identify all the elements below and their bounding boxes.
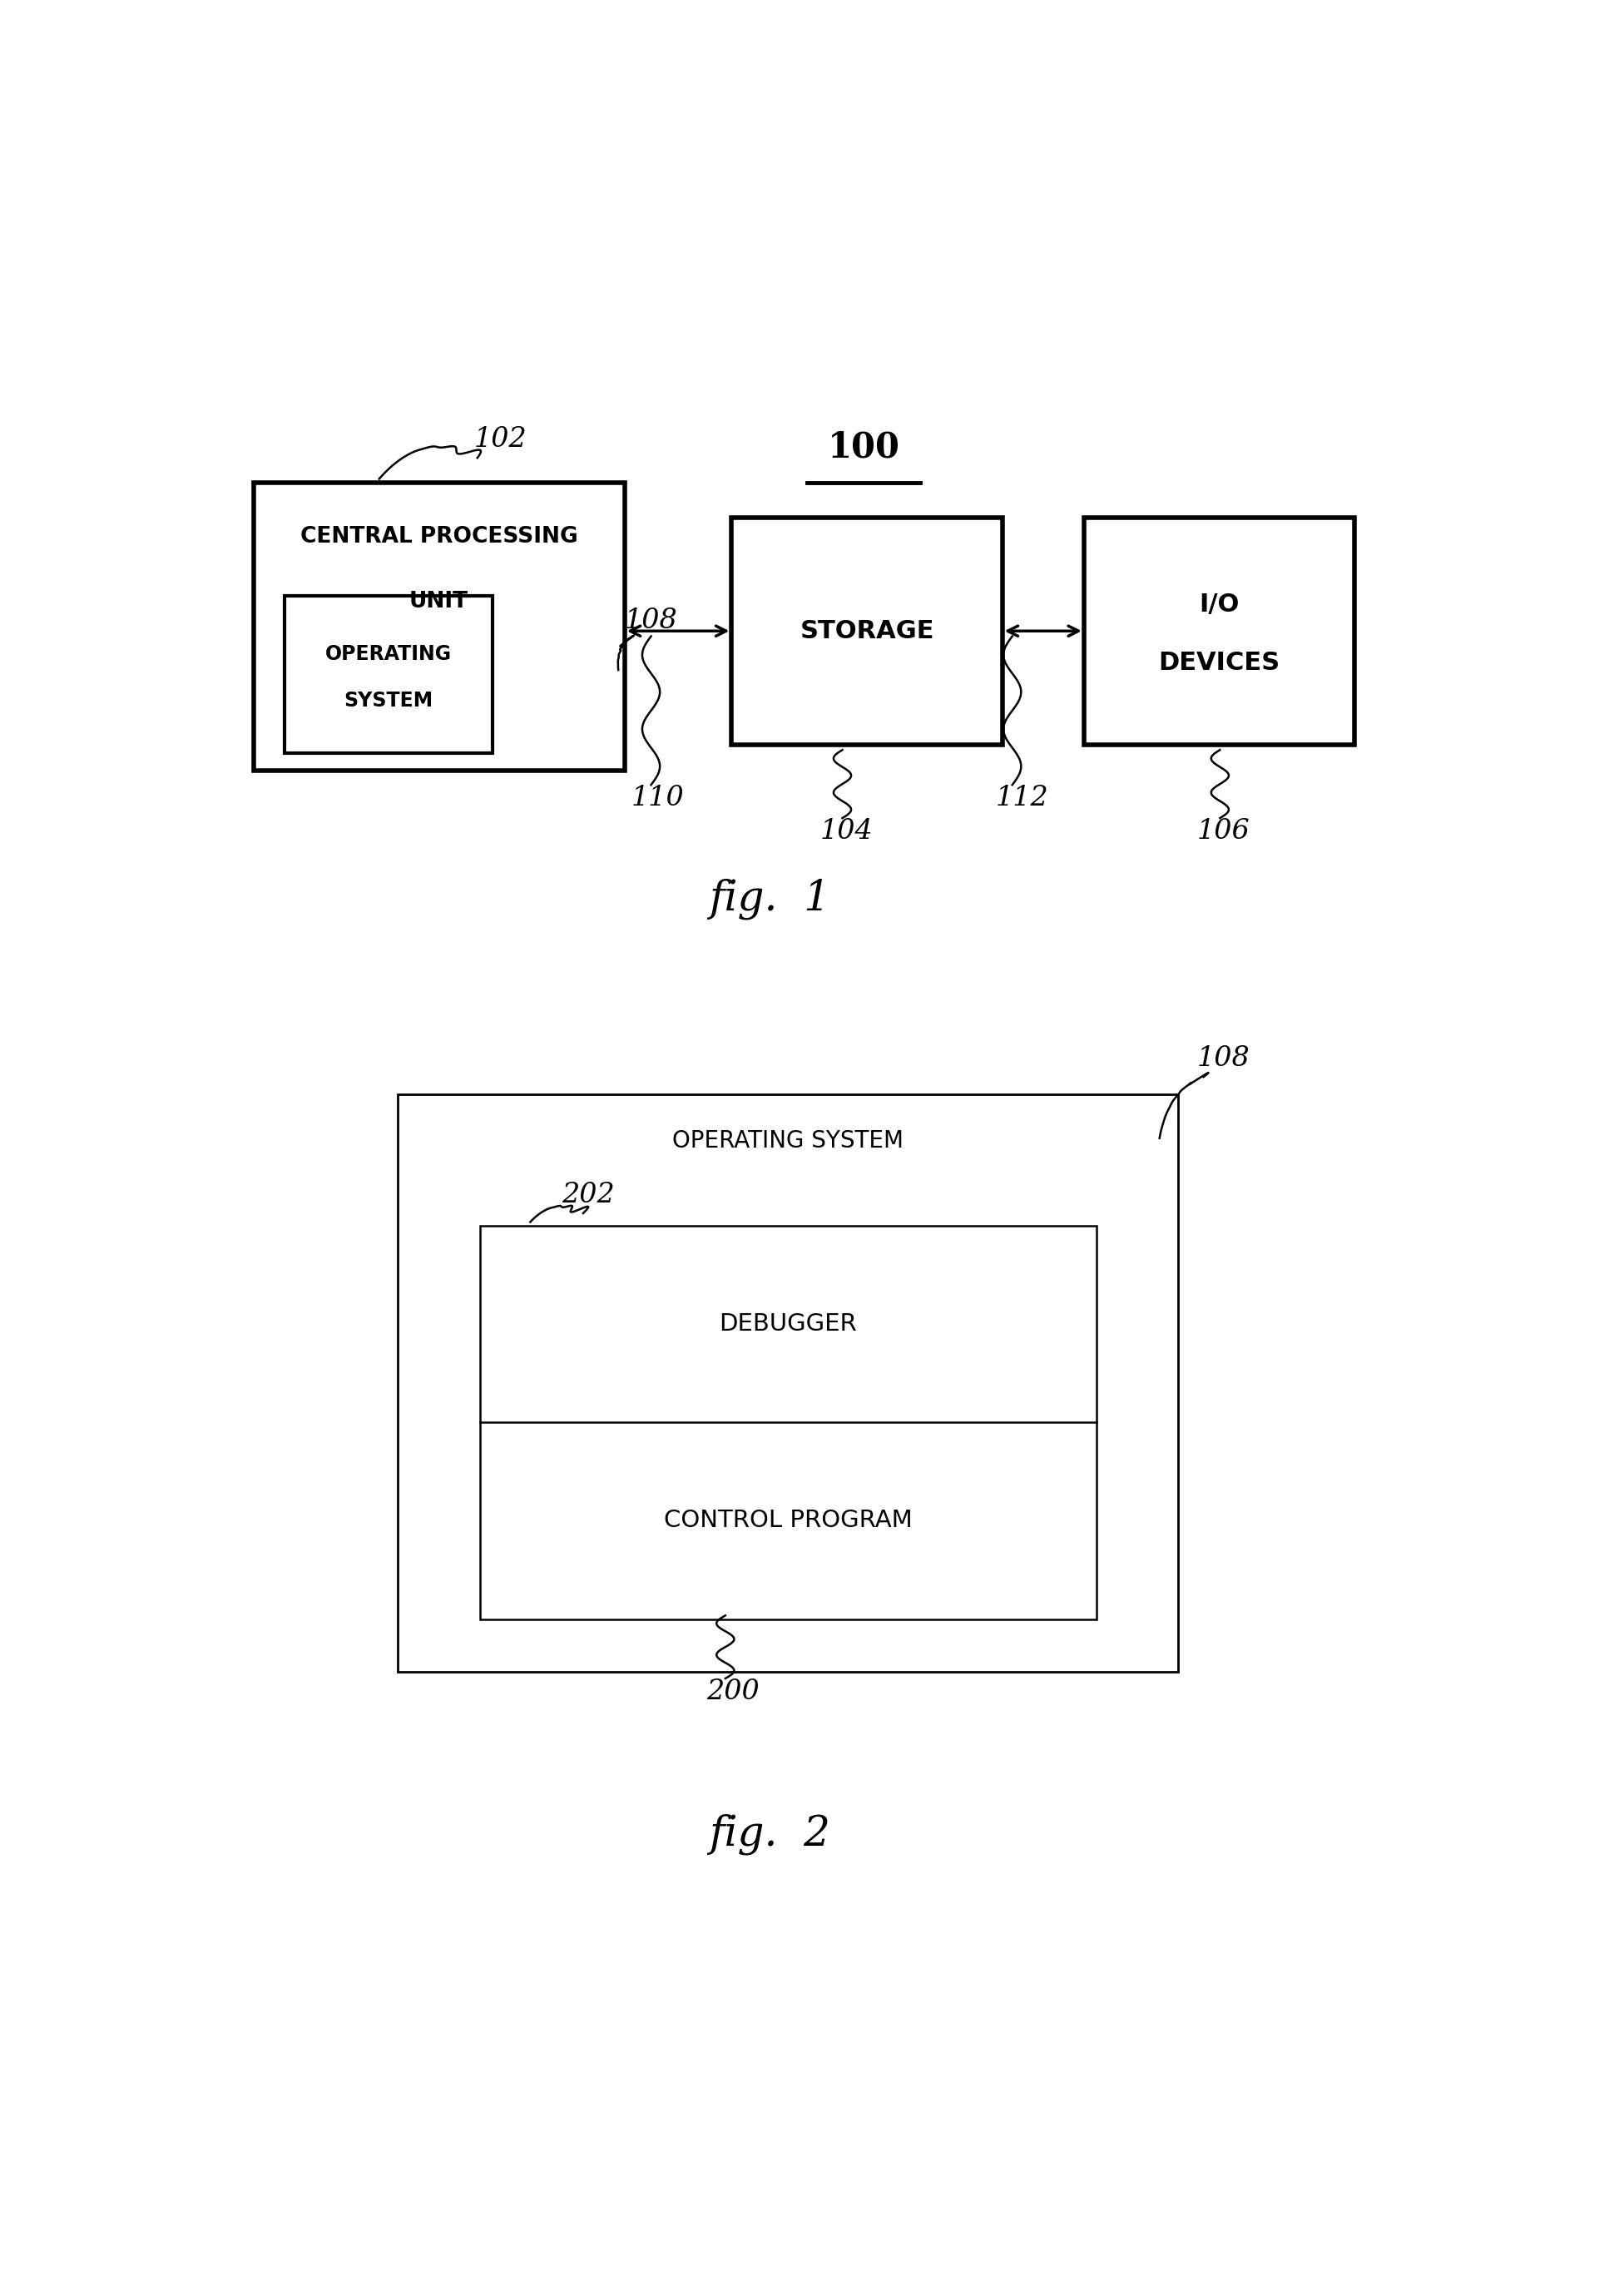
Bar: [284, 595, 492, 754]
Text: CONTROL PROGRAM: CONTROL PROGRAM: [664, 1508, 913, 1533]
Text: 100: 100: [828, 429, 900, 466]
Text: 202: 202: [562, 1181, 615, 1208]
Text: SYSTEM: SYSTEM: [344, 690, 434, 711]
Text: DEVICES: DEVICES: [1158, 650, 1280, 674]
Text: fig.  2: fig. 2: [708, 1815, 830, 1855]
Text: 108: 108: [625, 609, 677, 634]
Text: 200: 200: [706, 1678, 760, 1706]
Text: 106: 106: [1197, 818, 1250, 845]
Text: 112: 112: [996, 786, 1049, 811]
Text: DEBUGGER: DEBUGGER: [719, 1313, 857, 1335]
Text: CENTRAL PROCESSING: CENTRAL PROCESSING: [300, 527, 578, 547]
Text: 104: 104: [820, 818, 872, 845]
Text: OPERATING: OPERATING: [325, 643, 451, 663]
Text: 102: 102: [474, 427, 526, 452]
Text: OPERATING SYSTEM: OPERATING SYSTEM: [672, 1129, 905, 1154]
Text: UNIT: UNIT: [409, 590, 469, 613]
Text: 108: 108: [1197, 1045, 1250, 1072]
Text: I/O: I/O: [1199, 593, 1239, 618]
Bar: [731, 518, 1002, 745]
Text: 110: 110: [630, 786, 684, 811]
Bar: [481, 1226, 1096, 1619]
Text: STORAGE: STORAGE: [799, 620, 934, 643]
Bar: [1085, 518, 1354, 745]
Bar: [253, 481, 625, 770]
Bar: [398, 1095, 1179, 1671]
Text: fig.  1: fig. 1: [708, 879, 830, 920]
